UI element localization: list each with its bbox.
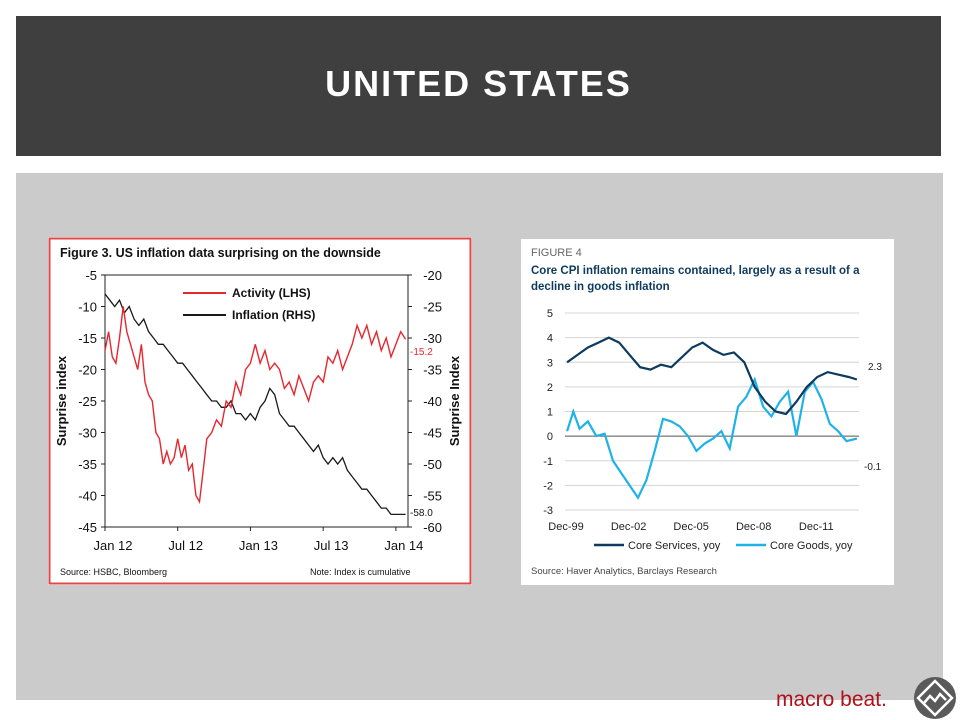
y-left-tick-label: -45 — [78, 520, 97, 535]
series-core-goods-line — [566, 376, 858, 500]
y-tick-label: 2 — [547, 382, 553, 394]
x-tick-label: Dec-02 — [611, 521, 646, 533]
figure-3-x-axis: Jan 12 Jul 12 Jan 13 Jul 13 Jan 14 — [93, 527, 423, 553]
figure-4-chart: FIGURE 4 Core CPI inflation remains cont… — [521, 239, 894, 585]
y-left-tick-label: -10 — [78, 300, 97, 315]
inflation-end-label: -58.0 — [410, 508, 433, 519]
slide-title: UNITED STATES — [325, 63, 632, 104]
y-left-tick-label: -5 — [85, 268, 97, 283]
figure-4-legend: Core Services, yoy Core Goods, yoy — [594, 540, 853, 552]
logo-zigzag — [923, 692, 947, 704]
y-right-tick-label: -20 — [423, 268, 442, 283]
x-tick-label: Jan 13 — [239, 538, 278, 553]
y-tick-label: 5 — [547, 308, 553, 320]
x-tick-label: Jul 13 — [314, 538, 349, 553]
y-left-tick-label: -40 — [78, 489, 97, 504]
y-left-tick-label: -25 — [78, 394, 97, 409]
y-right-tick-label: -50 — [423, 457, 442, 472]
x-tick-label: Dec-08 — [736, 521, 771, 533]
x-tick-label: Jan 14 — [384, 538, 423, 553]
figure-3-chart: Figure 3. US inflation data surprising o… — [48, 237, 472, 585]
macro-beat-logo-icon — [914, 677, 956, 719]
y-tick-label: 4 — [547, 333, 553, 345]
figure-3-border — [48, 237, 472, 585]
brand-name: macro beat. — [776, 688, 887, 711]
y-tick-label: -2 — [543, 480, 553, 492]
figure-4-label: FIGURE 4 — [531, 247, 582, 259]
figure-3-note: Note: Index is cumulative — [310, 567, 411, 577]
y-left-tick-label: -20 — [78, 363, 97, 378]
legend-activity-label: Activity (LHS) — [232, 286, 311, 300]
figure-4-title-line-1: Core CPI inflation remains contained, la… — [531, 265, 860, 277]
figure-4-x-axis: Dec-99 Dec-02 Dec-05 Dec-08 Dec-11 — [548, 521, 833, 533]
y-left-tick-label: -35 — [78, 457, 97, 472]
figure-3-left-axis: -5 -10 -15 -20 -25 -30 -35 -40 -45 — [78, 268, 105, 535]
x-tick-label: Dec-99 — [548, 521, 583, 533]
figure-4-source: Source: Haver Analytics, Barclays Resear… — [531, 566, 717, 577]
y-right-tick-label: -30 — [423, 331, 442, 346]
services-end-label: 2.3 — [868, 362, 882, 373]
figure-4-y-axis: 5 4 3 2 1 0 -1 -2 -3 — [543, 308, 553, 517]
logo-circle — [914, 677, 956, 719]
y-right-tick-label: -60 — [423, 520, 442, 535]
goods-end-label: -0.1 — [864, 462, 882, 473]
y-tick-label: -3 — [543, 505, 553, 517]
y-tick-label: 0 — [547, 431, 553, 443]
y-right-tick-label: -55 — [423, 489, 442, 504]
title-bar: UNITED STATES — [16, 16, 941, 156]
y-right-tick-label: -45 — [423, 426, 442, 441]
x-tick-label: Dec-11 — [799, 521, 834, 533]
figure-3-legend: Activity (LHS) Inflation (RHS) — [183, 286, 315, 322]
y-tick-label: 3 — [547, 357, 553, 369]
figure-4-title-line-2: decline in goods inflation — [531, 281, 670, 293]
x-tick-label: Jan 12 — [93, 538, 132, 553]
figure-3-left-axis-label: Surprise index — [54, 355, 69, 446]
figure-3-right-axis: -20 -25 -30 -35 -40 -45 -50 -55 -60 — [408, 268, 442, 535]
series-inflation-line — [104, 293, 406, 516]
legend-inflation-label: Inflation (RHS) — [232, 308, 315, 322]
series-core-services-line — [566, 336, 858, 416]
y-right-tick-label: -25 — [423, 300, 442, 315]
activity-end-label: -15.2 — [410, 347, 433, 358]
y-left-tick-label: -15 — [78, 331, 97, 346]
y-left-tick-label: -30 — [78, 426, 97, 441]
y-right-tick-label: -40 — [423, 394, 442, 409]
y-right-tick-label: -35 — [423, 363, 442, 378]
figure-3-title: Figure 3. US inflation data surprising o… — [60, 246, 381, 260]
x-tick-label: Dec-05 — [673, 521, 708, 533]
y-tick-label: -1 — [543, 456, 553, 468]
figure-3-source: Source: HSBC, Bloomberg — [60, 567, 167, 577]
series-activity-line — [104, 306, 407, 504]
y-tick-label: 1 — [547, 407, 553, 419]
logo-glyph — [916, 679, 954, 717]
figure-3-right-axis-label: Surprise Index — [447, 355, 462, 446]
legend-goods-label: Core Goods, yoy — [770, 540, 853, 552]
legend-services-label: Core Services, yoy — [628, 540, 721, 552]
x-tick-label: Jul 12 — [168, 538, 203, 553]
